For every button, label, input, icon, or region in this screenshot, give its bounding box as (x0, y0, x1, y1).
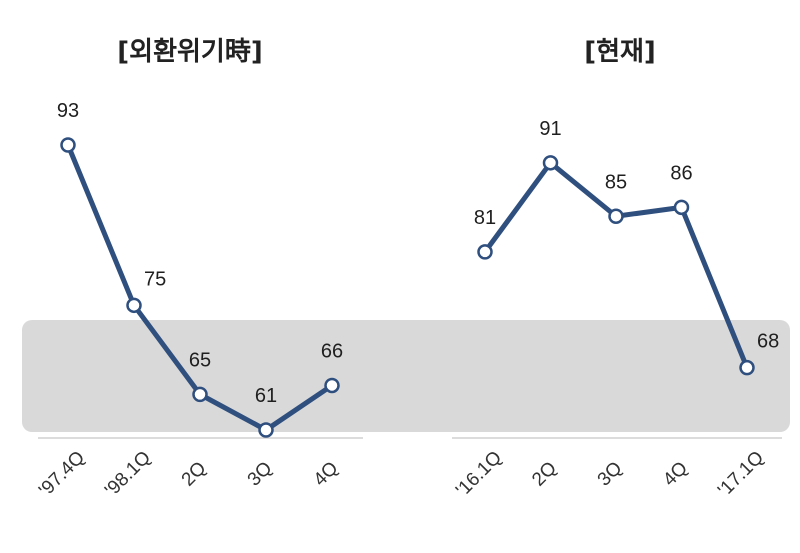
x-tick-label: 3Q (594, 458, 627, 491)
data-label: 86 (670, 162, 692, 184)
x-tick-label: 4Q (310, 458, 343, 491)
x-tick-label: 2Q (178, 458, 211, 491)
chart-title-left: [외환위기時] (117, 37, 262, 67)
x-tick-label: '97.4Q (35, 447, 89, 501)
data-point (542, 155, 559, 171)
data-label: 68 (757, 331, 779, 353)
data-label: 61 (255, 385, 277, 407)
data-label: 93 (57, 100, 79, 122)
data-point (477, 244, 493, 260)
x-tick-label: '98.1Q (101, 447, 155, 501)
x-tick-label: 2Q (528, 458, 561, 491)
data-point (60, 137, 76, 153)
data-point (324, 377, 340, 394)
data-point (608, 208, 624, 224)
data-point (739, 359, 755, 376)
chart-title-right: [현재] (584, 37, 656, 67)
x-tick-label: '17.1Q (714, 447, 768, 501)
plot-layer: 93 '97.4Q 75 '98.1Q 65 2Q 61 3Q 66 4Q 81 '16.1Q 91 2Q… (35, 100, 779, 501)
x-tick-label: 3Q (244, 458, 277, 491)
data-point (126, 297, 142, 314)
data-point (192, 386, 208, 403)
data-label: 66 (321, 340, 343, 362)
data-label: 81 (474, 207, 496, 229)
data-label: 91 (539, 118, 561, 140)
data-point (673, 199, 690, 216)
shaded-range-band (22, 320, 790, 432)
x-tick-label: 4Q (659, 458, 692, 491)
data-label: 85 (605, 171, 627, 193)
data-label: 65 (189, 349, 211, 371)
x-tick-label: '16.1Q (452, 447, 506, 501)
data-point (258, 422, 274, 438)
data-label: 75 (144, 268, 166, 290)
